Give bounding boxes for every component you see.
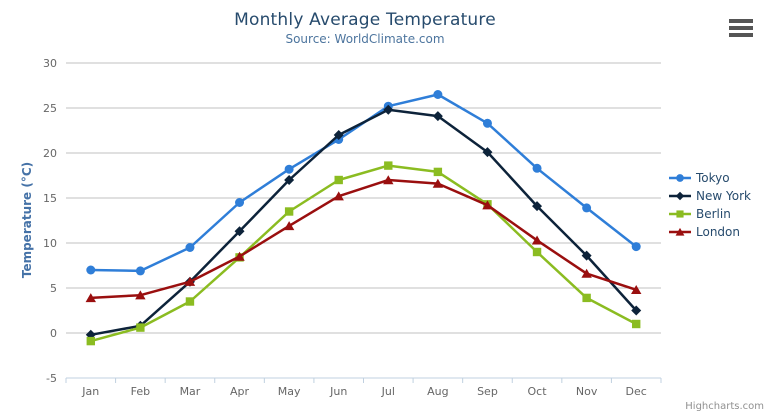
series-berlin[interactable] bbox=[86, 161, 641, 346]
series-line bbox=[89, 93, 638, 273]
triangle-marker-icon bbox=[669, 227, 691, 236]
legend: Tokyo New York Berlin London bbox=[669, 169, 751, 241]
x-axis-label: Apr bbox=[230, 385, 250, 398]
diamond-marker-icon bbox=[669, 191, 691, 201]
y-axis-label: 0 bbox=[50, 327, 57, 340]
hamburger-icon bbox=[729, 33, 753, 37]
legend-item-berlin[interactable]: Berlin bbox=[669, 205, 751, 223]
legend-label: London bbox=[696, 225, 740, 239]
x-axis-label: Jun bbox=[329, 385, 347, 398]
x-axis-label: Dec bbox=[626, 385, 647, 398]
y-axis-label: 10 bbox=[43, 237, 57, 250]
series-new-york[interactable] bbox=[85, 104, 642, 340]
legend-label: Tokyo bbox=[696, 171, 730, 185]
series-line bbox=[89, 108, 638, 337]
credits-link[interactable]: Highcharts.com bbox=[685, 401, 764, 412]
circle-marker-icon bbox=[669, 174, 691, 182]
series-line bbox=[89, 164, 638, 343]
x-axis-label: Jul bbox=[381, 385, 395, 398]
x-axis-label: Jan bbox=[81, 385, 99, 398]
legend-item-london[interactable]: London bbox=[669, 223, 751, 241]
legend-item-tokyo[interactable]: Tokyo bbox=[669, 169, 751, 187]
x-axis-label: Feb bbox=[131, 385, 150, 398]
hamburger-icon bbox=[729, 19, 753, 23]
legend-label: Berlin bbox=[696, 207, 731, 221]
series-tokyo[interactable] bbox=[86, 90, 641, 276]
y-axis-label: 20 bbox=[43, 147, 57, 160]
x-axis-label: Sep bbox=[477, 385, 498, 398]
y-axis-title: Temperature (°C) bbox=[20, 162, 34, 278]
legend-label: New York bbox=[696, 189, 751, 203]
square-marker-icon bbox=[669, 210, 691, 218]
hamburger-icon bbox=[729, 26, 753, 30]
x-axis-label: Nov bbox=[576, 385, 598, 398]
x-axis-label: Mar bbox=[180, 385, 201, 398]
y-axis-label: 25 bbox=[43, 102, 57, 115]
y-axis-label: 15 bbox=[43, 192, 57, 205]
chart-title: Monthly Average Temperature bbox=[234, 10, 496, 30]
series-line bbox=[89, 178, 638, 300]
y-axis-label: 30 bbox=[43, 57, 57, 70]
legend-item-new-york[interactable]: New York bbox=[669, 187, 751, 205]
series-london[interactable] bbox=[85, 175, 642, 303]
y-axis-label: 5 bbox=[50, 282, 57, 295]
y-axis-label: -5 bbox=[46, 372, 57, 385]
chart-subtitle: Source: WorldClimate.com bbox=[285, 32, 445, 46]
x-axis-label: Oct bbox=[528, 385, 548, 398]
x-axis-label: Aug bbox=[427, 385, 448, 398]
x-axis-label: May bbox=[278, 385, 301, 398]
context-menu-button[interactable] bbox=[729, 19, 755, 39]
